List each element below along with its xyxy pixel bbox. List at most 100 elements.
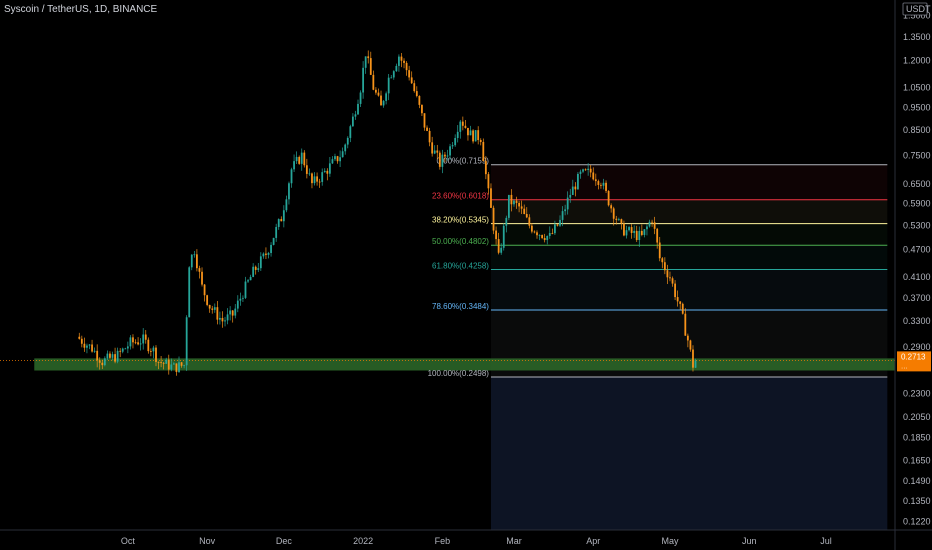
candle-body (323, 170, 326, 173)
candle-body (405, 62, 408, 71)
candle-body (643, 229, 646, 235)
candle-body (78, 336, 81, 339)
y-tick-label: 0.1650 (903, 456, 931, 466)
x-tick-label: May (661, 536, 679, 546)
candle-body (487, 174, 490, 189)
y-tick-label: 0.2050 (903, 412, 931, 422)
candle-body (582, 169, 584, 172)
candle-body (83, 343, 86, 348)
candle-body (587, 168, 590, 171)
y-tick-label: 0.5300 (903, 220, 931, 230)
candle-body (482, 141, 485, 162)
candle-body (234, 308, 237, 316)
candle-body (500, 247, 503, 253)
candle-body (456, 131, 459, 138)
candle-body (265, 253, 267, 255)
fib-band (490, 223, 888, 246)
candle-body (403, 60, 405, 63)
candle-body (538, 235, 541, 236)
candle-body (395, 65, 398, 72)
candle-body (275, 226, 278, 238)
candle-body (160, 362, 162, 363)
candle-body (607, 190, 610, 206)
candle-body (610, 205, 613, 209)
candle-body (167, 359, 170, 370)
candle-body (484, 161, 487, 175)
candle-body (231, 310, 234, 316)
candle-body (152, 347, 155, 352)
fib-band (490, 199, 888, 224)
candle-body (357, 103, 359, 115)
y-tick-label: 1.0500 (903, 82, 931, 92)
y-tick-label: 0.9500 (903, 103, 931, 113)
candle-body (692, 349, 694, 368)
candle-body (216, 307, 219, 320)
candle-body (96, 350, 99, 361)
candle-body (226, 314, 229, 321)
candle-body (658, 242, 661, 259)
candle-body (464, 125, 467, 128)
candle-body (554, 224, 556, 234)
candle-body (530, 225, 533, 232)
candle-body (313, 176, 316, 184)
candle-body (410, 77, 413, 84)
candle-body (288, 183, 290, 200)
candle-body (492, 207, 495, 231)
fib-label: 50.00%(0.4802) (432, 237, 489, 246)
candle-body (262, 253, 265, 257)
y-tick-label: 0.5900 (903, 199, 931, 209)
candle-body (354, 114, 357, 117)
candle-body (541, 235, 544, 239)
candle-body (185, 317, 188, 366)
candle-body (495, 230, 497, 240)
currency-box (902, 2, 928, 16)
candle-body (507, 194, 510, 218)
current-price-label: 0.2713 (901, 352, 926, 361)
candle-body (387, 77, 390, 94)
fib-label: 78.60%(0.3484) (432, 302, 489, 311)
candle-body (444, 154, 446, 157)
candle-body (385, 93, 388, 101)
candle-body (162, 362, 165, 364)
y-tick-label: 0.6500 (903, 179, 931, 189)
candle-body (423, 113, 426, 128)
candle-body (126, 346, 129, 349)
candle-body (155, 347, 157, 362)
candle-body (523, 208, 526, 214)
candle-body (392, 71, 395, 78)
candle-body (259, 256, 262, 269)
candle-body (280, 219, 283, 222)
candle-body (375, 89, 377, 93)
candle-body (684, 313, 687, 336)
candle-body (454, 137, 457, 146)
candle-body (203, 284, 206, 296)
y-tick-label: 1.2000 (903, 56, 931, 66)
candle-body (441, 154, 444, 167)
candle-body (300, 152, 303, 164)
candle-body (139, 343, 142, 345)
candle-body (346, 137, 349, 145)
candle-body (561, 211, 564, 220)
candle-body (137, 342, 139, 345)
fib-band (490, 164, 888, 200)
candle-body (188, 267, 191, 318)
candle-body (505, 217, 508, 226)
candle-body (239, 298, 242, 301)
y-tick-label: 0.1490 (903, 476, 931, 486)
y-tick-label: 0.8500 (903, 125, 931, 135)
candle-body (295, 156, 298, 162)
candle-body (328, 163, 331, 174)
candle-body (308, 173, 311, 175)
candle-body (208, 304, 211, 309)
candle-body (242, 297, 244, 299)
candle-body (592, 172, 595, 180)
candle-body (252, 266, 255, 277)
fib-shade-lower (490, 377, 888, 530)
x-tick-label: Feb (435, 536, 451, 546)
candle-body (257, 268, 260, 270)
candle-body (183, 365, 186, 367)
candle-body (382, 100, 385, 106)
candle-body (479, 140, 482, 142)
support-zone (34, 358, 896, 371)
